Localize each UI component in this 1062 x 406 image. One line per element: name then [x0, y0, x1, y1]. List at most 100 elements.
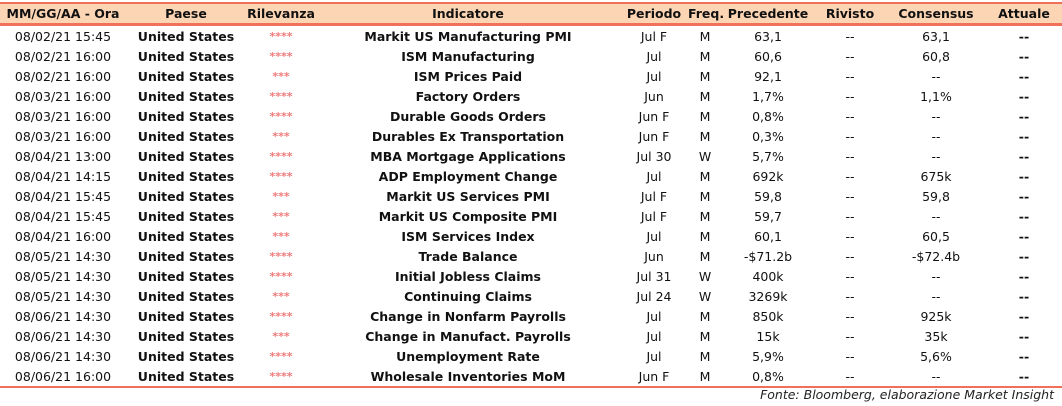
cell-period: Jun F — [638, 108, 670, 124]
cell-revised: -- — [845, 348, 855, 364]
table-row: 08/05/21 14:30 United States *** Continuing… — [0, 286, 1062, 306]
cell-indicator: Durables Ex Transportation — [371, 128, 565, 144]
cell-indicator: Markit US Manufacturing PMI — [364, 28, 572, 44]
cell-consensus: -- — [931, 288, 941, 304]
cell-country: United States — [137, 88, 235, 104]
cell-date-time: 08/02/21 15:45 — [14, 28, 112, 44]
source-note: Fonte: Bloomberg, elaborazione Market In… — [760, 387, 1054, 402]
cell-period: Jul 31 — [636, 268, 672, 284]
cell-revised: -- — [845, 48, 855, 64]
cell-period: Jul — [646, 68, 662, 84]
cell-actual: -- — [1018, 208, 1030, 224]
header-consensus: Consensus — [886, 2, 986, 26]
cell-relevance: **** — [269, 309, 293, 323]
cell-revised: -- — [845, 208, 855, 224]
cell-revised: -- — [845, 148, 855, 164]
cell-frequency: M — [699, 28, 711, 44]
cell-country: United States — [137, 48, 235, 64]
header-indicator: Indicatore — [316, 2, 620, 26]
table-row: 08/04/21 15:45 United States *** Markit US … — [0, 206, 1062, 226]
table-row: 08/06/21 14:30 United States **** Change in… — [0, 306, 1062, 326]
cell-relevance: **** — [269, 249, 293, 263]
table-row: 08/04/21 15:45 United States *** Markit US … — [0, 186, 1062, 206]
cell-actual: -- — [1018, 188, 1030, 204]
cell-frequency: M — [699, 168, 711, 184]
cell-period: Jul F — [640, 188, 668, 204]
cell-indicator: Continuing Claims — [404, 288, 532, 304]
header-period: Periodo — [620, 2, 688, 26]
cell-relevance: *** — [272, 69, 290, 83]
cell-consensus: 60,8 — [922, 48, 950, 64]
header-frequency: Freq. — [688, 2, 724, 26]
cell-frequency: M — [699, 188, 711, 204]
table-row: 08/02/21 16:00 United States *** ISM Prices… — [0, 66, 1062, 86]
cell-revised: -- — [814, 366, 886, 388]
cell-country: United States — [137, 148, 235, 164]
cell-country: United States — [137, 128, 235, 144]
table-row: 08/03/21 16:00 United States **** Factory O… — [0, 86, 1062, 106]
cell-frequency: M — [699, 348, 711, 364]
cell-indicator: Markit US Composite PMI — [378, 208, 558, 224]
cell-country: United States — [137, 108, 235, 124]
cell-relevance: *** — [272, 329, 290, 343]
cell-date-time: 08/04/21 14:15 — [14, 168, 112, 184]
cell-indicator: ISM Services Index — [401, 228, 535, 244]
cell-previous: 59,8 — [754, 188, 782, 204]
cell-country: United States — [137, 228, 235, 244]
cell-frequency: W — [698, 268, 712, 284]
cell-revised: -- — [845, 128, 855, 144]
cell-previous: 60,1 — [754, 228, 782, 244]
cell-period: Jul 30 — [636, 148, 672, 164]
cell-frequency: M — [699, 48, 711, 64]
cell-indicator: Factory Orders — [415, 88, 521, 104]
cell-date-time: 08/04/21 13:00 — [14, 148, 112, 164]
cell-relevance: *** — [272, 189, 290, 203]
cell-country: United States — [137, 328, 235, 344]
economic-calendar-table: MM/GG/AA - Ora Paese Rilevanza Indicatore Pe… — [0, 2, 1062, 388]
cell-relevance: *** — [272, 209, 290, 223]
cell-consensus: 59,8 — [922, 188, 950, 204]
cell-indicator: Markit US Services PMI — [386, 188, 550, 204]
table-row: 08/06/21 14:30 United States **** Unemploym… — [0, 346, 1062, 366]
cell-country: United States — [137, 188, 235, 204]
cell-relevance: *** — [272, 229, 290, 243]
cell-frequency: M — [699, 68, 711, 84]
cell-period: Jul — [646, 48, 662, 64]
cell-indicator: Initial Jobless Claims — [395, 268, 541, 284]
cell-indicator: Unemployment Rate — [396, 348, 540, 364]
cell-country: United States — [126, 366, 246, 388]
cell-relevance: **** — [269, 149, 293, 163]
table-row: 08/04/21 13:00 United States **** MBA Mortg… — [0, 146, 1062, 166]
cell-actual: -- — [1018, 148, 1030, 164]
cell-actual: -- — [1018, 348, 1030, 364]
cell-date-time: 08/05/21 14:30 — [14, 288, 112, 304]
cell-consensus: -- — [931, 208, 941, 224]
header-date-time: MM/GG/AA - Ora — [0, 2, 126, 26]
table-row: 08/06/21 14:30 United States *** Change in … — [0, 326, 1062, 346]
cell-date-time: 08/02/21 16:00 — [14, 68, 112, 84]
cell-relevance: **** — [269, 29, 293, 43]
cell-country: United States — [137, 28, 235, 44]
cell-actual: -- — [1018, 128, 1030, 144]
cell-revised: -- — [845, 168, 855, 184]
cell-actual: -- — [1018, 288, 1030, 304]
cell-previous: 60,6 — [754, 48, 782, 64]
cell-country: United States — [137, 208, 235, 224]
cell-consensus: 60,5 — [922, 228, 950, 244]
cell-actual: -- — [1018, 248, 1030, 264]
cell-previous: 5,9% — [752, 348, 784, 364]
cell-indicator: Change in Nonfarm Payrolls — [370, 308, 566, 324]
cell-frequency: W — [698, 148, 712, 164]
cell-actual: -- — [1018, 328, 1030, 344]
cell-previous: 92,1 — [754, 68, 782, 84]
cell-consensus: 925k — [920, 308, 952, 324]
cell-frequency: M — [699, 328, 711, 344]
cell-period: Jun — [644, 248, 664, 264]
cell-date-time: 08/04/21 16:00 — [14, 228, 112, 244]
cell-consensus: 1,1% — [920, 88, 952, 104]
cell-date-time: 08/06/21 16:00 — [0, 366, 126, 388]
cell-period: Jun F — [620, 366, 688, 388]
cell-actual: -- — [1018, 48, 1030, 64]
cell-previous: 692k — [752, 168, 784, 184]
cell-previous: 400k — [752, 268, 784, 284]
